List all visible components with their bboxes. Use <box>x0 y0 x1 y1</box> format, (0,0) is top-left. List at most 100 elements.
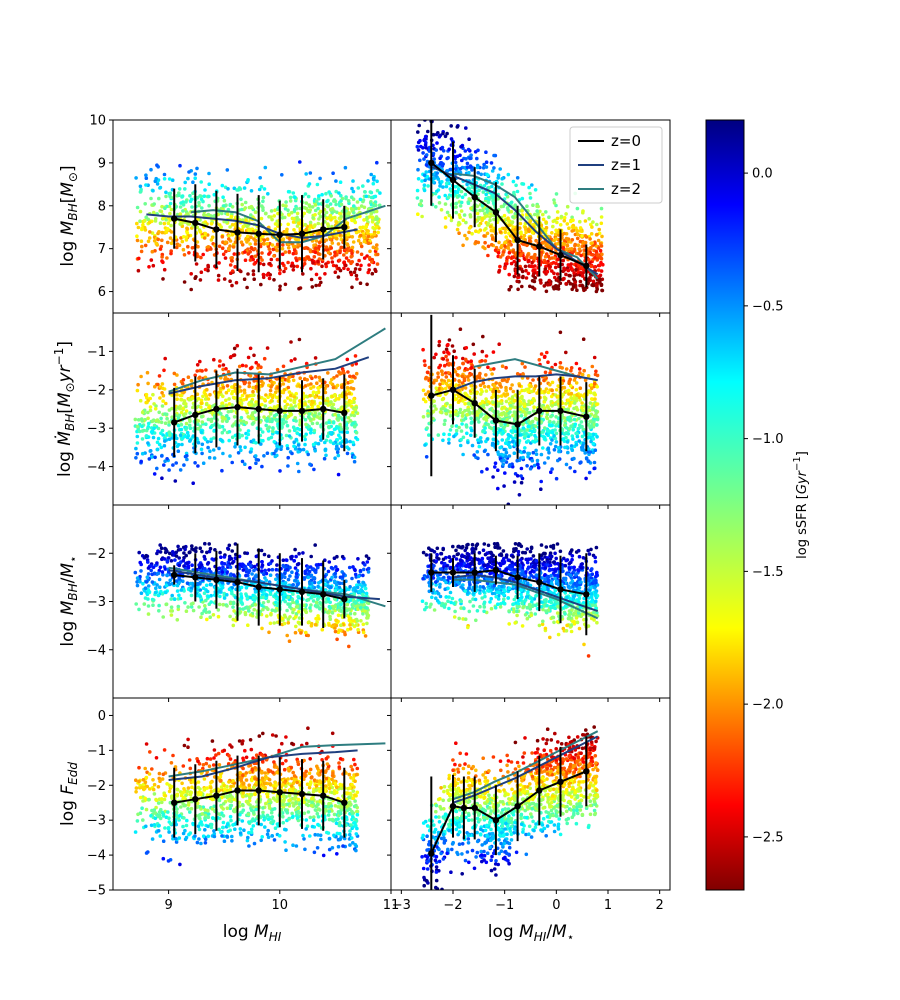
scatter-point <box>135 238 140 243</box>
scatter-point <box>298 160 302 164</box>
scatter-point <box>469 416 473 421</box>
scatter-point <box>159 416 163 421</box>
scatter-point <box>501 250 506 254</box>
scatter-point <box>187 423 192 428</box>
scatter-point <box>284 200 288 204</box>
scatter-point <box>507 231 511 236</box>
scatter-point <box>221 195 225 199</box>
scatter-point <box>286 414 291 419</box>
scatter-point <box>204 394 209 398</box>
scatter-point <box>232 346 237 351</box>
scatter-point <box>475 165 480 170</box>
scatter-point <box>224 367 228 371</box>
scatter-point <box>349 272 354 277</box>
scatter-point <box>345 426 349 431</box>
scatter-point <box>297 256 302 261</box>
scatter-point <box>507 415 512 420</box>
scatter-point <box>530 231 535 235</box>
scatter-point <box>222 204 226 208</box>
scatter-point <box>286 396 290 400</box>
scatter-point <box>573 422 578 427</box>
scatter-point <box>295 258 299 263</box>
scatter-point <box>220 234 225 239</box>
scatter-point <box>160 454 164 458</box>
scatter-point <box>225 168 230 172</box>
scatter-point <box>266 437 271 441</box>
scatter-point <box>531 450 536 455</box>
scatter-point <box>272 451 276 456</box>
scatter-point <box>294 237 299 242</box>
scatter-point <box>504 450 509 455</box>
scatter-point <box>426 184 430 188</box>
scatter-point <box>437 201 442 205</box>
scatter-point <box>594 233 599 237</box>
scatter-point <box>345 385 350 390</box>
scatter-point <box>424 170 429 174</box>
scatter-point <box>135 424 140 429</box>
scatter-point <box>567 427 572 431</box>
scatter-point <box>552 201 557 205</box>
scatter-point <box>138 398 143 403</box>
scatter-point <box>287 213 291 217</box>
scatter-point <box>158 209 162 213</box>
scatter-point <box>159 420 164 425</box>
scatter-point <box>307 411 312 416</box>
scatter-point <box>316 441 321 446</box>
scatter-point <box>478 436 483 440</box>
scatter-point <box>491 350 496 354</box>
scatter-point <box>304 227 309 232</box>
scatter-point <box>590 225 594 229</box>
scatter-point <box>550 388 554 393</box>
scatter-point <box>195 363 200 367</box>
scatter-point <box>233 445 237 449</box>
scatter-point <box>278 271 282 276</box>
scatter-point <box>220 183 225 188</box>
scatter-point <box>141 223 145 227</box>
scatter-point <box>375 243 379 247</box>
scatter-point <box>308 220 313 225</box>
scatter-point <box>281 417 286 422</box>
scatter-point <box>513 227 518 232</box>
scatter-point <box>246 355 251 360</box>
scatter-point <box>156 237 160 242</box>
scatter-point <box>356 186 361 190</box>
scatter-point <box>281 237 286 241</box>
scatter-point <box>526 439 530 443</box>
scatter-point <box>303 222 308 227</box>
scatter-point <box>318 209 323 214</box>
scatter-point <box>292 440 297 445</box>
scatter-point <box>295 206 299 211</box>
scatter-point <box>477 188 481 192</box>
scatter-point <box>317 283 322 287</box>
scatter-point <box>569 424 573 429</box>
scatter-point <box>351 440 355 445</box>
scatter-point <box>329 194 334 198</box>
scatter-point <box>146 410 150 415</box>
scatter-point <box>541 212 545 217</box>
scatter-point <box>346 248 351 253</box>
scatter-point <box>340 385 344 390</box>
scatter-point <box>454 432 459 436</box>
scatter-point <box>553 444 558 449</box>
scatter-point <box>196 244 200 249</box>
scatter-point <box>206 397 211 401</box>
scatter-point <box>249 399 254 404</box>
scatter-point <box>323 440 327 445</box>
scatter-point <box>187 417 192 422</box>
scatter-point <box>467 170 471 175</box>
scatter-point <box>325 216 330 221</box>
scatter-point <box>295 264 300 269</box>
scatter-point <box>564 282 568 286</box>
scatter-point <box>503 240 507 245</box>
scatter-point <box>527 410 532 415</box>
scatter-point <box>293 244 297 249</box>
scatter-point <box>278 284 282 289</box>
scatter-point <box>167 437 172 442</box>
scatter-point <box>562 219 567 223</box>
scatter-point <box>498 255 503 259</box>
scatter-point <box>372 232 377 236</box>
scatter-point <box>424 392 428 397</box>
scatter-point <box>239 448 243 453</box>
scatter-point <box>169 241 174 246</box>
scatter-point <box>374 209 379 214</box>
